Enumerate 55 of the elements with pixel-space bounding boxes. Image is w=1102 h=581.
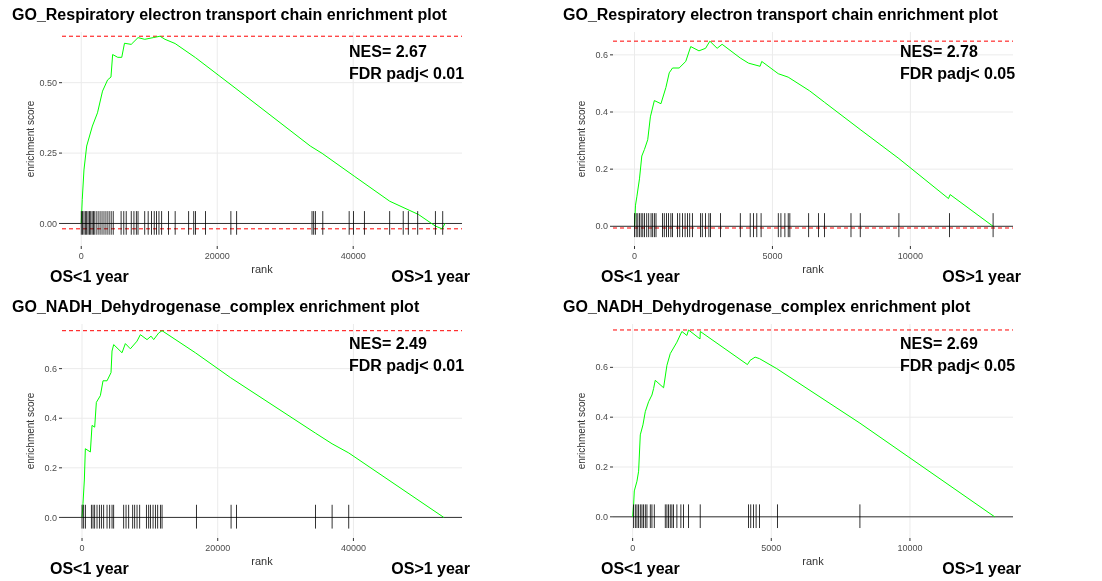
x-tick-label: 20000 bbox=[205, 543, 231, 553]
text: OS>1 year bbox=[391, 268, 470, 285]
y-tick-label: 0.6 bbox=[44, 363, 57, 374]
annotation: NES= 2.78 bbox=[900, 43, 978, 60]
y-tick-label: 0.0 bbox=[595, 221, 608, 232]
y-tick-label: 0.4 bbox=[44, 413, 57, 424]
x-tick-label: 0 bbox=[632, 251, 638, 261]
y-tick-label: 0.00 bbox=[39, 218, 57, 229]
chart-title: GO_Respiratory electron transport chain enrichment plot bbox=[12, 6, 448, 23]
chart-title: GO_NADH_Dehydrogenase_complex enrichment plot bbox=[12, 298, 420, 315]
text: OS<1 year bbox=[601, 268, 680, 285]
text: OS<1 year bbox=[50, 560, 129, 577]
y-axis-title: enrichment score bbox=[576, 392, 587, 470]
y-axis-title: enrichment score bbox=[25, 100, 36, 178]
y-tick-label: 0.0 bbox=[44, 512, 57, 523]
x-tick-label: 10000 bbox=[897, 251, 923, 261]
chart-title: GO_NADH_Dehydrogenase_complex enrichment plot bbox=[563, 298, 971, 315]
x-tick-label: 20000 bbox=[204, 251, 230, 261]
annotation: FDR padj< 0.01 bbox=[349, 65, 465, 82]
annotation: NES= 2.69 bbox=[900, 335, 978, 352]
x-tick-label: 0 bbox=[79, 543, 85, 553]
x-tick-label: 5000 bbox=[761, 543, 782, 553]
y-tick-label: 0.25 bbox=[39, 148, 57, 159]
text: OS<1 year bbox=[50, 268, 129, 285]
annotation: FDR padj< 0.05 bbox=[900, 65, 1016, 82]
y-tick-label: 0.2 bbox=[595, 164, 608, 175]
chart-title: GO_Respiratory electron transport chain enrichment plot bbox=[563, 6, 999, 23]
y-tick-label: 0.0 bbox=[595, 511, 608, 522]
y-tick-label: 0.50 bbox=[39, 77, 57, 88]
y-axis-title: enrichment score bbox=[25, 392, 36, 470]
x-axis-title: rank bbox=[802, 263, 825, 275]
y-tick-label: 0.4 bbox=[595, 107, 608, 118]
annotation: NES= 2.67 bbox=[349, 43, 427, 60]
text: OS>1 year bbox=[391, 560, 470, 577]
annotation: NES= 2.49 bbox=[349, 335, 427, 352]
x-tick-label: 10000 bbox=[897, 543, 923, 553]
y-tick-label: 0.6 bbox=[595, 50, 608, 61]
x-axis-title: rank bbox=[251, 263, 274, 275]
x-tick-label: 0 bbox=[78, 251, 84, 261]
text: OS<1 year bbox=[601, 560, 680, 577]
y-tick-label: 0.2 bbox=[44, 462, 57, 473]
y-tick-label: 0.2 bbox=[595, 462, 608, 473]
y-axis-title: enrichment score bbox=[576, 100, 587, 178]
annotation: FDR padj< 0.01 bbox=[349, 357, 465, 374]
x-tick-label: 40000 bbox=[340, 251, 366, 261]
y-tick-label: 0.6 bbox=[595, 362, 608, 373]
x-axis-title: rank bbox=[802, 555, 825, 567]
y-tick-label: 0.4 bbox=[595, 412, 608, 423]
x-axis-title: rank bbox=[251, 555, 274, 567]
text: OS>1 year bbox=[942, 560, 1021, 577]
x-tick-label: 0 bbox=[630, 543, 636, 553]
x-tick-label: 5000 bbox=[762, 251, 783, 261]
x-tick-label: 40000 bbox=[340, 543, 366, 553]
annotation: FDR padj< 0.05 bbox=[900, 357, 1016, 374]
text: OS>1 year bbox=[942, 268, 1021, 285]
